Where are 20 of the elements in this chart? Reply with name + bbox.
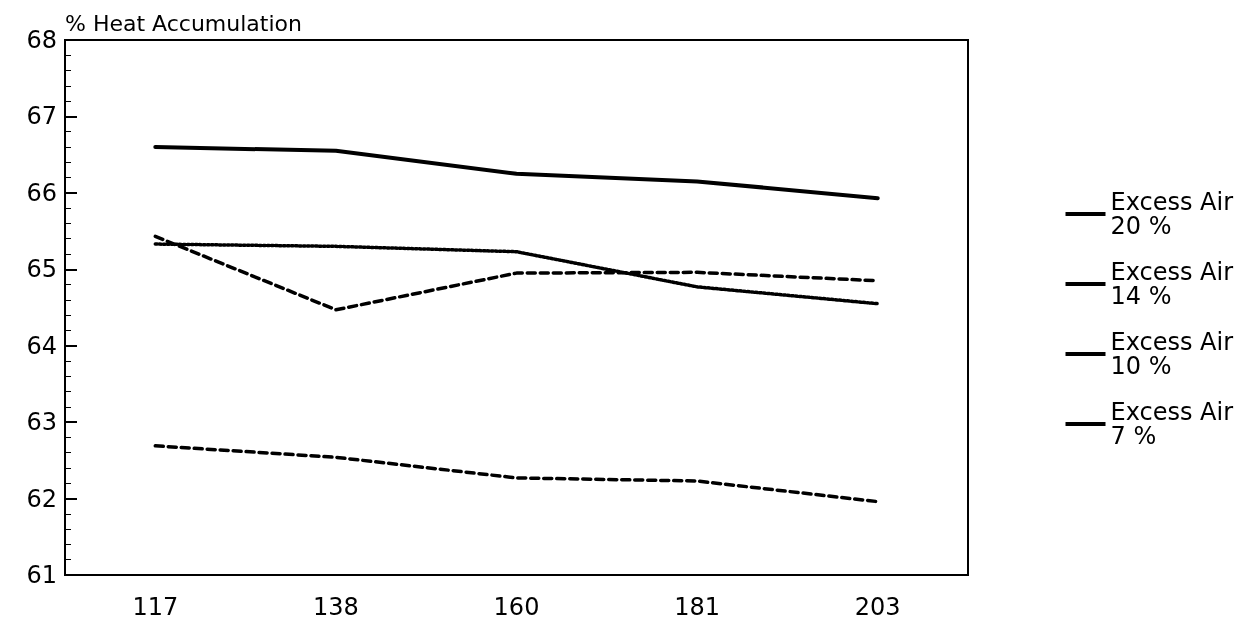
line-series <box>153 145 880 201</box>
x-tick-label: 117 <box>132 593 179 621</box>
y-tick-label: 64 <box>26 331 57 360</box>
line-series <box>153 444 880 504</box>
x-tick-label: 160 <box>493 593 540 621</box>
y-tick-label: 63 <box>26 408 57 437</box>
y-axis-title: % Heat Accumulation <box>65 10 302 36</box>
legend-label: Excess Air 14 % <box>1110 258 1234 310</box>
y-tick-label: 62 <box>26 484 57 513</box>
y-tick-label: 67 <box>26 102 57 131</box>
x-tick-label: 138 <box>312 593 359 621</box>
y-tick-label: 61 <box>26 561 57 589</box>
y-tick-label: 68 <box>26 26 57 54</box>
legend-label: Excess Air 20 % <box>1110 188 1234 240</box>
legend-label: Excess Air 10 % <box>1110 328 1234 380</box>
x-tick-label: 203 <box>854 593 901 621</box>
x-tick-label: 181 <box>674 593 721 621</box>
legend-label: Excess Air 7 % <box>1110 398 1234 450</box>
y-tick-label: 65 <box>26 255 57 284</box>
y-tick-label: 66 <box>26 178 57 207</box>
